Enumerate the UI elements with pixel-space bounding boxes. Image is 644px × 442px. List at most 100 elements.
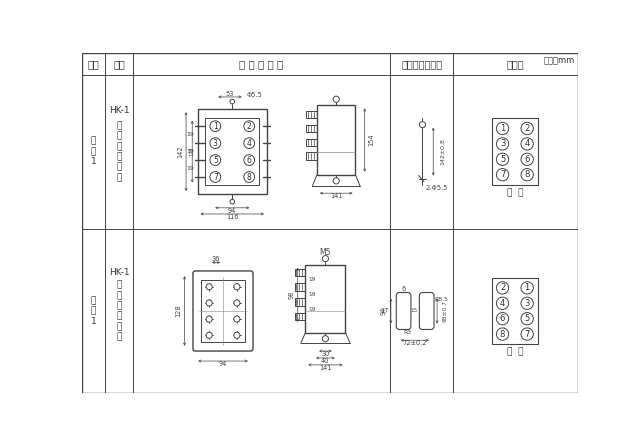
- Text: 附
图
1: 附 图 1: [91, 137, 97, 167]
- Circle shape: [244, 171, 254, 183]
- Bar: [205, 118, 259, 186]
- FancyBboxPatch shape: [396, 293, 411, 329]
- Text: 2: 2: [247, 122, 252, 131]
- Circle shape: [234, 332, 240, 338]
- Circle shape: [521, 138, 533, 150]
- Circle shape: [210, 121, 221, 132]
- Bar: [198, 109, 267, 194]
- Circle shape: [521, 297, 533, 309]
- Circle shape: [234, 284, 240, 290]
- Text: 4: 4: [500, 299, 505, 308]
- Circle shape: [234, 300, 240, 306]
- Text: 30: 30: [321, 351, 330, 357]
- Circle shape: [244, 121, 254, 132]
- Circle shape: [497, 168, 509, 181]
- Circle shape: [521, 168, 533, 181]
- Circle shape: [234, 316, 240, 322]
- Text: 外 形 尺 寸 图: 外 形 尺 寸 图: [240, 59, 283, 69]
- Bar: [294, 269, 305, 276]
- FancyBboxPatch shape: [419, 293, 434, 329]
- Text: 6: 6: [500, 314, 505, 323]
- Bar: [201, 280, 245, 342]
- Text: 前  视: 前 视: [507, 188, 523, 197]
- Circle shape: [333, 178, 339, 184]
- Text: 40: 40: [321, 358, 330, 364]
- Text: 128: 128: [175, 305, 182, 317]
- Circle shape: [497, 282, 509, 294]
- Text: 53: 53: [226, 91, 234, 97]
- Text: 6: 6: [524, 155, 530, 164]
- Circle shape: [333, 96, 339, 102]
- Text: R8.5: R8.5: [434, 297, 448, 302]
- Circle shape: [206, 300, 213, 306]
- Circle shape: [210, 155, 221, 165]
- Text: R3: R3: [403, 330, 411, 335]
- Bar: [306, 111, 317, 118]
- Circle shape: [521, 282, 533, 294]
- Text: 6: 6: [247, 156, 252, 164]
- Bar: [306, 125, 317, 132]
- Circle shape: [419, 122, 426, 128]
- Text: 7: 7: [213, 172, 218, 182]
- Circle shape: [497, 328, 509, 340]
- Text: 128: 128: [190, 147, 194, 156]
- Circle shape: [206, 316, 213, 322]
- Text: M5: M5: [319, 248, 331, 257]
- Bar: [305, 265, 345, 332]
- Text: 端子图: 端子图: [507, 59, 524, 69]
- Text: 94: 94: [228, 208, 236, 214]
- Circle shape: [521, 328, 533, 340]
- Circle shape: [230, 199, 234, 204]
- Circle shape: [521, 312, 533, 325]
- Text: 19: 19: [308, 307, 316, 312]
- Text: 8: 8: [500, 330, 505, 339]
- FancyBboxPatch shape: [193, 271, 253, 351]
- Text: 2: 2: [500, 283, 505, 293]
- Text: 1: 1: [213, 122, 218, 131]
- Text: HK-1: HK-1: [109, 268, 129, 277]
- Text: 36: 36: [212, 256, 220, 263]
- Circle shape: [244, 155, 254, 165]
- Text: 141: 141: [319, 365, 332, 371]
- Text: 142±0.8: 142±0.8: [440, 138, 445, 165]
- Text: 141: 141: [330, 193, 343, 199]
- Circle shape: [206, 284, 213, 290]
- Bar: [294, 312, 305, 320]
- Text: 2: 2: [525, 124, 530, 133]
- Text: 72±0.2: 72±0.2: [402, 340, 427, 347]
- Text: 单位：mm: 单位：mm: [544, 56, 575, 65]
- Text: 凸
出
式
后
接
线: 凸 出 式 后 接 线: [117, 281, 122, 342]
- Circle shape: [497, 138, 509, 150]
- Bar: [294, 298, 305, 305]
- Text: 4: 4: [247, 139, 252, 148]
- Circle shape: [497, 297, 509, 309]
- Circle shape: [497, 122, 509, 135]
- Bar: [492, 278, 538, 344]
- Bar: [492, 118, 538, 185]
- Text: 19: 19: [308, 292, 316, 297]
- Text: 3: 3: [524, 299, 530, 308]
- Circle shape: [210, 171, 221, 183]
- Bar: [306, 138, 317, 146]
- Text: 5: 5: [500, 155, 505, 164]
- Circle shape: [323, 335, 328, 342]
- Circle shape: [497, 312, 509, 325]
- Text: 安装开孔尺寸图: 安装开孔尺寸图: [401, 59, 442, 69]
- Text: 19: 19: [187, 149, 194, 154]
- Text: 19: 19: [187, 166, 194, 171]
- Bar: [317, 105, 355, 175]
- Text: 19: 19: [308, 277, 316, 282]
- Text: 1: 1: [500, 124, 505, 133]
- Text: 6: 6: [401, 286, 405, 293]
- Text: 凸
出
式
前
接
线: 凸 出 式 前 接 线: [117, 121, 122, 182]
- Text: 8: 8: [247, 172, 252, 182]
- Text: 附
图
1: 附 图 1: [91, 296, 97, 326]
- Circle shape: [497, 153, 509, 165]
- Text: 8: 8: [524, 170, 530, 179]
- Text: 154: 154: [368, 134, 374, 146]
- Text: HK-1: HK-1: [109, 106, 129, 115]
- Text: 背  视: 背 视: [507, 347, 523, 356]
- Text: Φ5.5: Φ5.5: [247, 91, 263, 98]
- Text: 19: 19: [187, 132, 194, 137]
- Text: 3: 3: [213, 139, 218, 148]
